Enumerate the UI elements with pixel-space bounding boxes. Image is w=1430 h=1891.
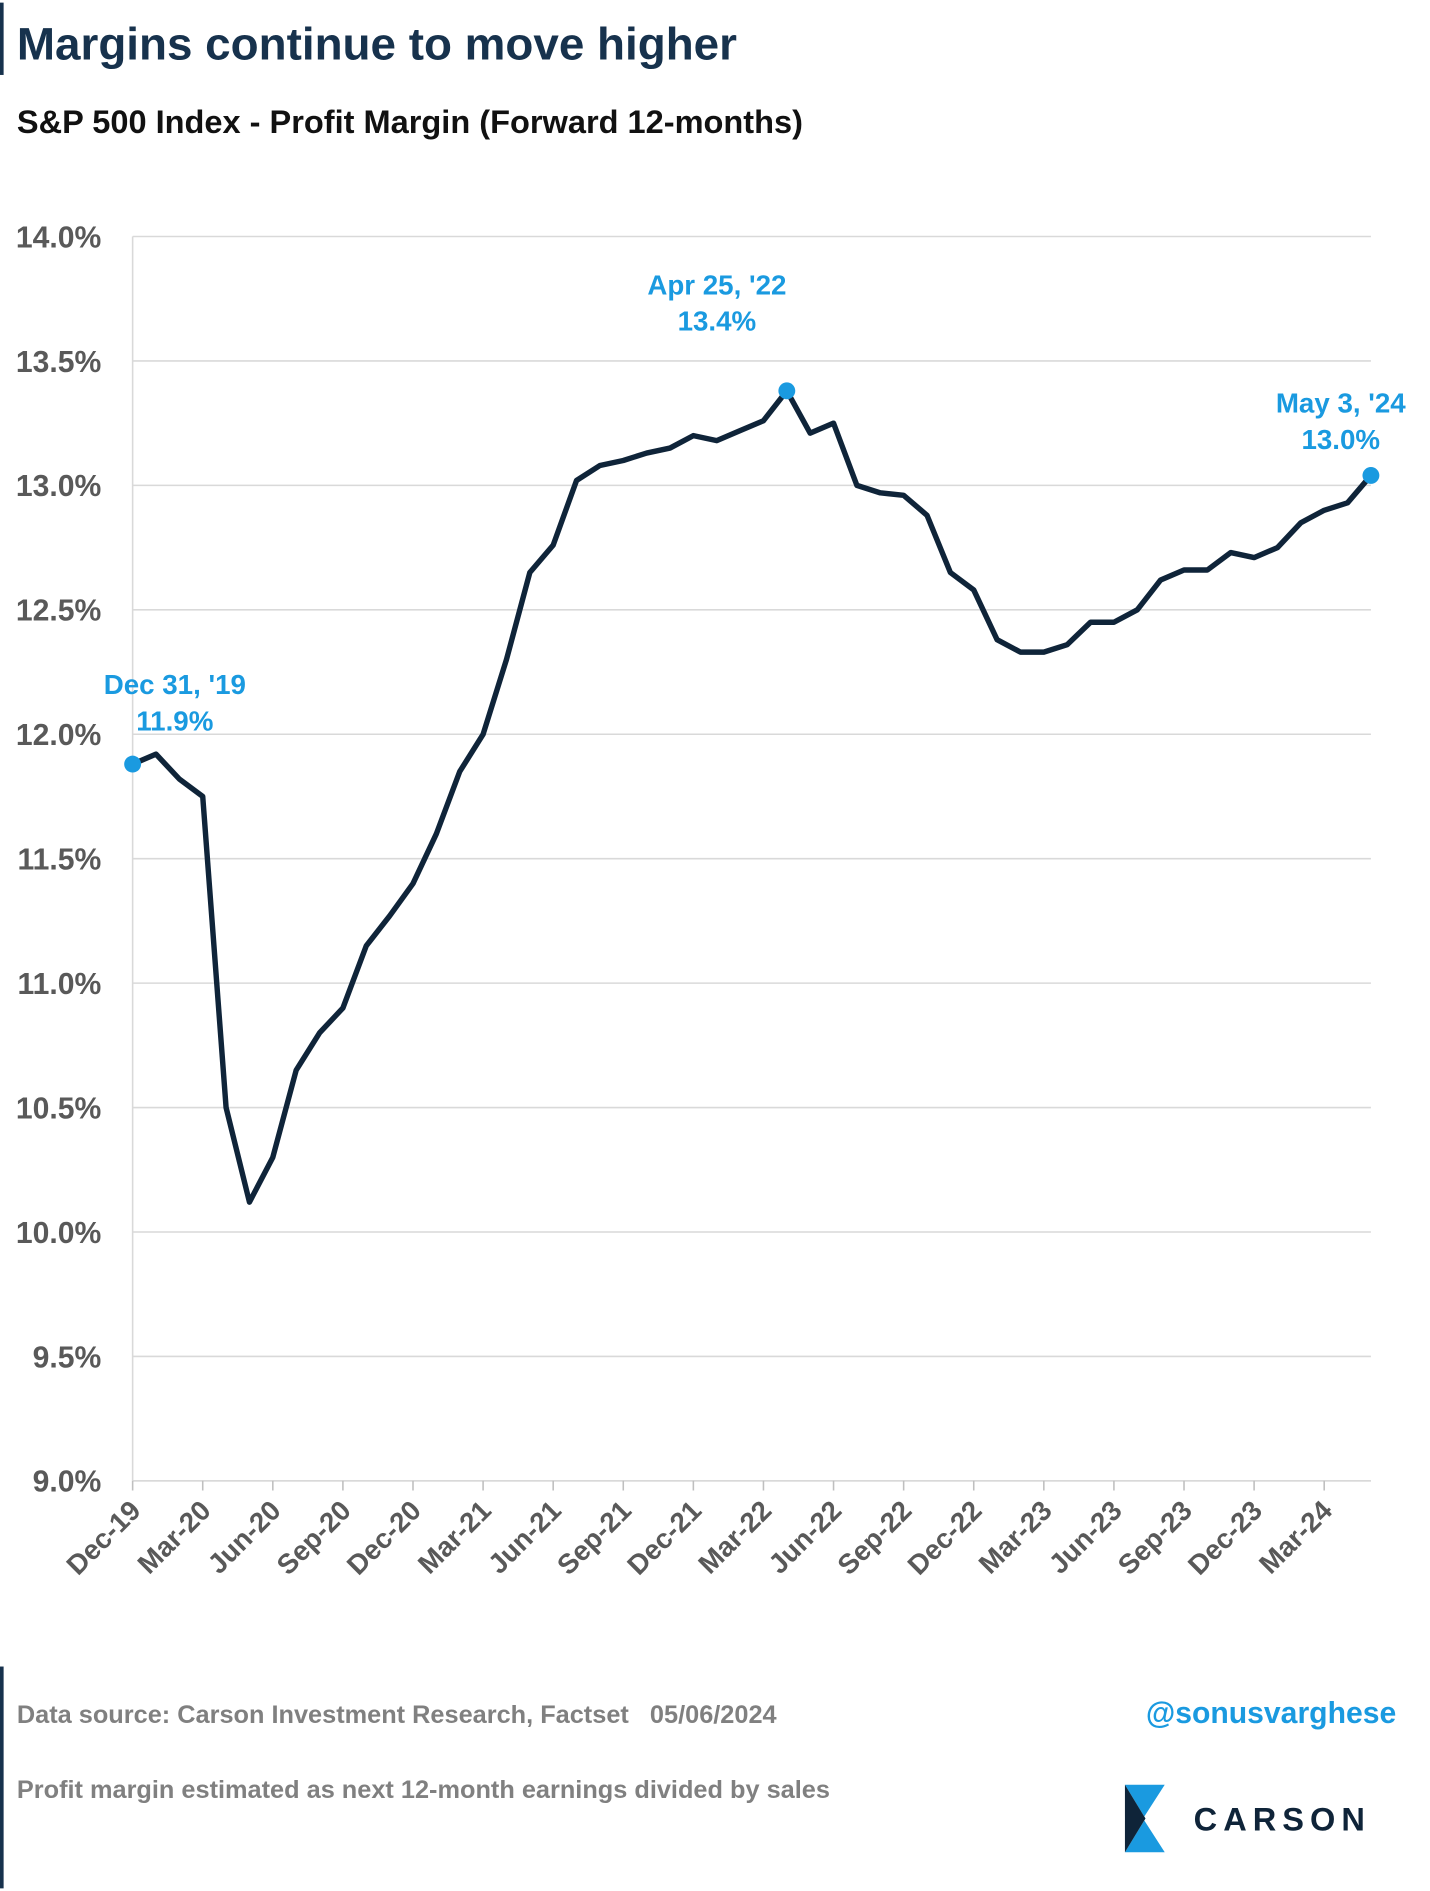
x-tick-label: Jun-23: [1043, 1495, 1128, 1580]
logo-icon-dark: [1124, 1784, 1146, 1853]
y-tick-label: 10.0%: [16, 1217, 101, 1250]
y-tick-label: 12.0%: [16, 719, 101, 752]
x-tick-label: Dec-20: [341, 1495, 427, 1581]
y-tick-label: 10.5%: [16, 1092, 101, 1125]
annotation-dot: [1362, 466, 1380, 484]
annotation-label: May 3, '24: [1276, 388, 1406, 419]
x-tick-label: Dec-21: [621, 1495, 707, 1581]
annotation-value: 11.9%: [136, 705, 213, 736]
line: [131, 388, 1373, 1205]
source: Data source: Carson Investment Research,…: [17, 1701, 777, 1729]
y-tick-label: 14.0%: [16, 221, 101, 254]
x-tick-label: Sep-22: [831, 1495, 917, 1581]
x-tick-label: Sep-21: [551, 1495, 637, 1581]
chart-subtitle: S&P 500 Index - Profit Margin (Forward 1…: [17, 104, 803, 140]
x-tick-label: Mar-20: [132, 1495, 217, 1580]
x-tick-label: Sep-20: [271, 1495, 357, 1581]
x-tick-label: Jun-22: [762, 1495, 847, 1580]
note: Profit margin estimated as next 12-month…: [17, 1776, 830, 1804]
y-tick-label: 12.5%: [16, 595, 101, 628]
annotation-dot: [124, 755, 142, 773]
x-tick-label: Jun-21: [482, 1495, 567, 1580]
x-tick-label: Dec-22: [901, 1495, 987, 1581]
annotation-label: Dec 31, '19: [104, 669, 246, 700]
footer-bar: [0, 1666, 4, 1889]
annotation-value: 13.4%: [678, 306, 757, 337]
y-tick-label: 9.0%: [33, 1466, 102, 1499]
y-tick-label: 13.0%: [16, 470, 101, 503]
brand: CARSON: [1194, 1802, 1371, 1838]
y-tick-label: 11.5%: [18, 844, 102, 877]
x-tick-label: Jun-20: [202, 1495, 287, 1580]
x-tick-label: Sep-23: [1112, 1495, 1198, 1581]
x-tick-label: Dec-19: [60, 1495, 146, 1581]
x-tick-label: Mar-21: [412, 1495, 497, 1580]
y-tick-label: 13.5%: [16, 346, 101, 379]
y-tick-label: 11.0%: [18, 968, 102, 1001]
x-tick-label: Mar-22: [692, 1495, 777, 1580]
title-bar: [0, 2, 4, 75]
x-tick-label: Mar-23: [973, 1495, 1058, 1580]
x-tick-label: Dec-23: [1182, 1495, 1268, 1581]
y-tick-label: 9.5%: [33, 1341, 102, 1374]
chart-title: Margins continue to move higher: [17, 18, 737, 69]
annotation-dot: [778, 382, 796, 400]
brand-logo: CARSON: [1124, 1784, 1371, 1853]
annotation-value: 13.0%: [1301, 424, 1380, 455]
x-tick-label: Mar-24: [1253, 1494, 1339, 1580]
annotation-label: Apr 25, '22: [647, 269, 786, 300]
handle: @sonusvarghese: [1146, 1697, 1396, 1730]
